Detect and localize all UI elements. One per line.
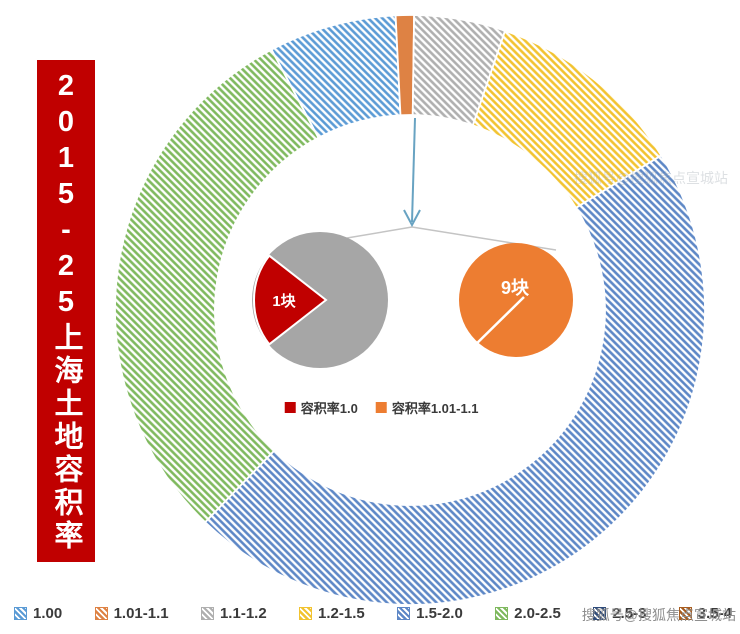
breakout-legend: 容积率1.0 容积率1.01-1.1 — [284, 398, 479, 417]
legend-item-1.00: 1.00 — [14, 605, 62, 622]
legend-label: 1.1-1.2 — [219, 605, 267, 622]
breakout-legend-item: 容积率1.0 — [284, 398, 358, 417]
legend-swatch — [678, 607, 692, 620]
legend-swatch-red — [284, 402, 296, 413]
breakout-red-wedge — [253, 254, 328, 346]
chart-legend: 1.00 1.01-1.1 1.1-1.2 1.2-1.5 1.5-2.0 2.0-2.5… — [14, 605, 732, 622]
breakout-orange-pie — [459, 243, 573, 357]
banner: 2015-25上海土地容积率 — [37, 60, 95, 562]
breakout-legend-item: 容积率1.01-1.1 — [375, 398, 479, 417]
legend-item-2.5-3: 2.5-3 — [593, 605, 646, 622]
legend-swatch — [200, 607, 214, 620]
orange-pie-divider-line — [467, 296, 525, 353]
legend-swatch — [14, 607, 27, 620]
legend-swatch — [94, 607, 108, 620]
callout-connector-line — [346, 226, 413, 239]
legend-label: 容积率1.0 — [300, 401, 358, 416]
legend-item-2.0-2.5: 2.0-2.5 — [495, 605, 561, 622]
orange-count-label: 9块 — [501, 278, 530, 298]
legend-item-1.5-2.0: 1.5-2.0 — [397, 605, 463, 622]
legend-swatch — [495, 607, 509, 620]
legend-label: 1.5-2.0 — [416, 605, 463, 622]
legend-swatch — [299, 607, 313, 620]
legend-swatch — [593, 607, 607, 620]
wedge-count-label: 1块 — [272, 293, 296, 310]
legend-label: 1.00 — [33, 605, 63, 622]
donut-segment-2.0-2.5 — [114, 48, 320, 524]
legend-swatch — [397, 607, 411, 620]
legend-item-1.2-1.5: 1.2-1.5 — [299, 605, 365, 622]
legend-label: 2.5-3 — [612, 605, 647, 622]
legend-swatch-orange — [375, 402, 387, 413]
watermark: 搜狐号@搜狐焦点宣城站 — [581, 607, 736, 623]
legend-label: 1.2-1.5 — [318, 605, 365, 622]
legend-item-3.5-4: 3.5-4 — [678, 605, 732, 622]
legend-item-1.01-1.1: 1.01-1.1 — [94, 605, 169, 622]
callout-arrowhead-icon — [403, 209, 421, 228]
legend-label: 2.0-2.5 — [514, 605, 561, 622]
legend-label: 容积率1.01-1.1 — [391, 401, 479, 416]
watermark-faint: 搜狐号@搜狐焦点宣城站 — [573, 170, 728, 186]
legend-item-1.1-1.2: 1.1-1.2 — [200, 605, 267, 622]
legend-label: 3.5-4 — [697, 605, 732, 622]
donut-segment-1.5-2.0 — [203, 154, 706, 606]
legend-label: 1.01-1.1 — [113, 605, 169, 622]
callout-arrow — [411, 117, 416, 223]
